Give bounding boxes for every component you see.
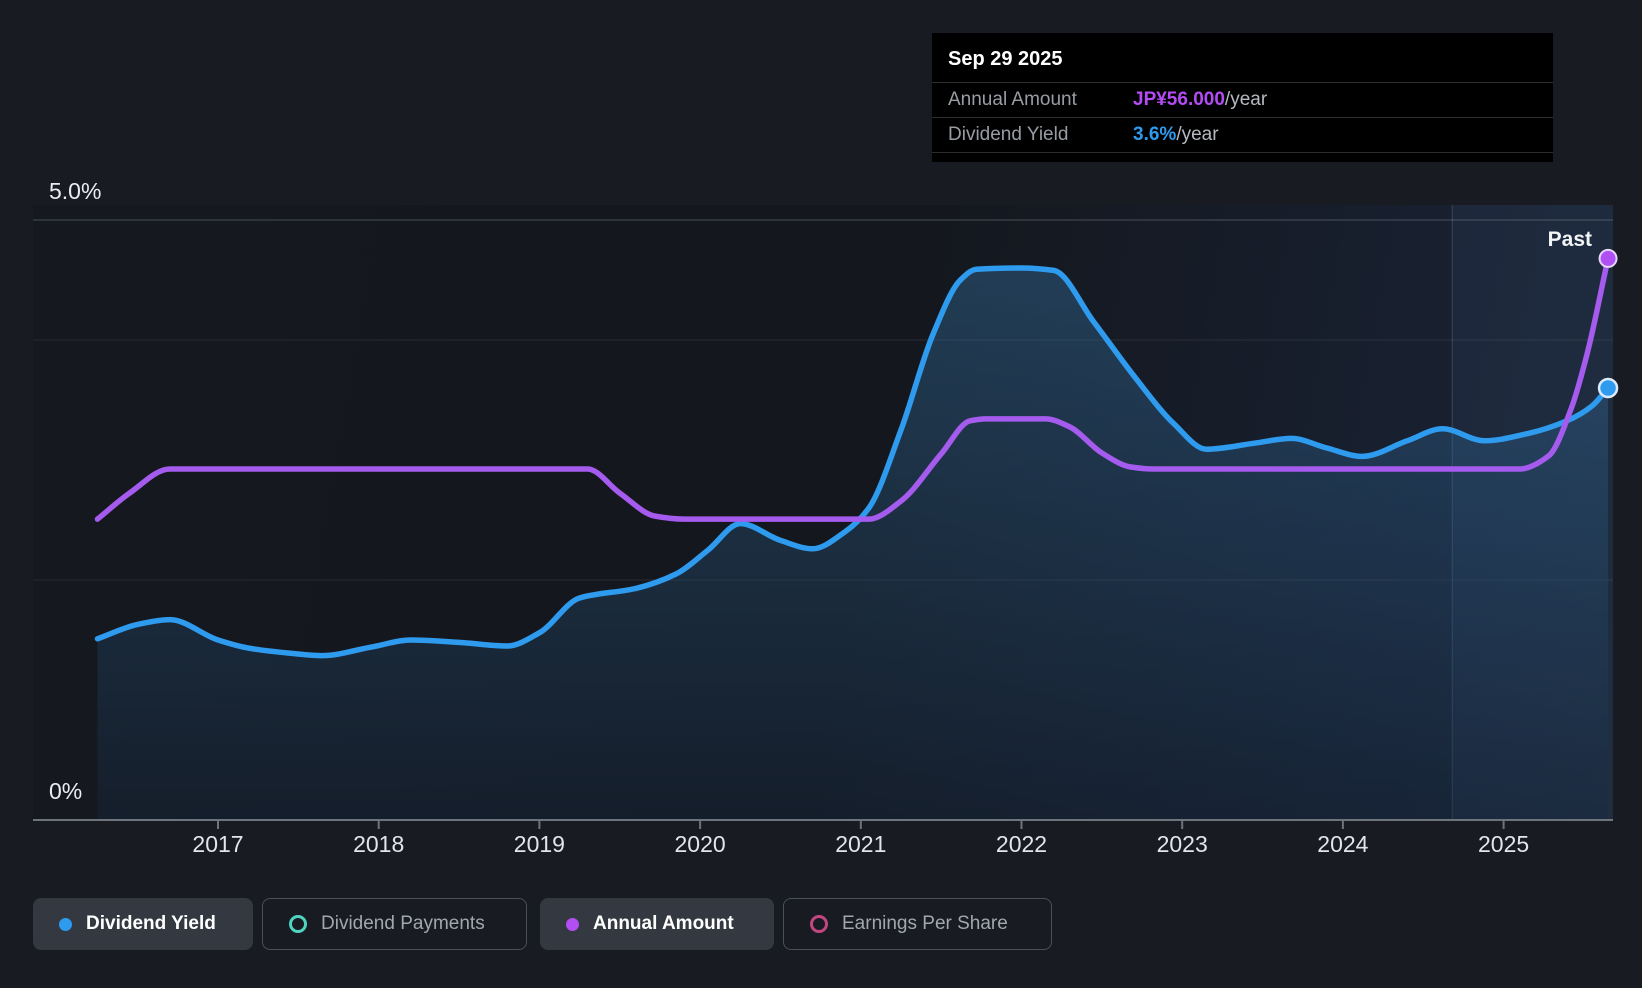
tooltip-row-dividend-yield: Dividend Yield 3.6% /year <box>932 117 1553 152</box>
legend-toggle-annual-amount[interactable]: Annual Amount <box>540 898 774 950</box>
dividend-yield-line <box>94 265 1611 659</box>
legend-label: Dividend Payments <box>321 913 485 934</box>
dividend-yield-end-marker <box>1597 377 1619 399</box>
tooltip-suffix: /year <box>1176 124 1219 145</box>
x-axis-year-label: 2019 <box>513 831 565 857</box>
legend-label: Dividend Yield <box>86 913 216 934</box>
chart-tooltip: Sep 29 2025 Annual Amount JP¥56.000 /yea… <box>932 33 1553 162</box>
tooltip-label: Annual Amount <box>948 89 1077 110</box>
legend-label: Earnings Per Share <box>842 913 1008 934</box>
legend-toggle-earnings-per-share[interactable]: Earnings Per Share <box>783 898 1052 950</box>
annual-amount-line <box>94 255 1611 522</box>
x-axis-year-label: 2021 <box>835 831 887 857</box>
x-axis-year-label: 2018 <box>353 831 405 857</box>
tooltip-value-dividend-yield: 3.6% <box>1133 124 1177 145</box>
x-axis-year-label: 2023 <box>1156 831 1208 857</box>
x-axis-year-label: 2022 <box>995 831 1048 857</box>
earnings-per-share-ring-icon <box>810 915 828 933</box>
y-axis-label-bottom: 0% <box>49 778 83 804</box>
dividend-yield-dot-icon <box>59 917 72 931</box>
legend-label: Annual Amount <box>593 913 734 934</box>
tooltip-label: Dividend Yield <box>948 124 1069 145</box>
x-axis-year-label: 2025 <box>1478 831 1530 857</box>
tooltip-date: Sep 29 2025 <box>948 48 1063 70</box>
legend-toggle-dividend-payments[interactable]: Dividend Payments <box>262 898 527 950</box>
y-axis-label-top: 5.0% <box>49 178 102 204</box>
dividend-yield-area <box>97 268 1609 820</box>
past-label: Past <box>1547 228 1592 251</box>
tooltip-row-annual-amount: Annual Amount JP¥56.000 /year <box>932 82 1553 117</box>
annual-amount-dot-icon <box>566 917 579 931</box>
x-axis-year-label: 2017 <box>192 831 244 857</box>
x-axis-ticks <box>217 820 1505 829</box>
annual-amount-end-marker <box>1598 248 1618 268</box>
x-axis-year-label: 2020 <box>674 831 726 857</box>
tooltip-bottom-edge <box>932 152 1553 162</box>
legend-toggle-dividend-yield[interactable]: Dividend Yield <box>33 898 253 950</box>
tooltip-suffix: /year <box>1224 89 1268 110</box>
dividend-payments-ring-icon <box>289 915 307 933</box>
x-axis-year-label: 2024 <box>1317 831 1369 857</box>
tooltip-value-annual-amount: JP¥56.000 <box>1133 89 1225 110</box>
